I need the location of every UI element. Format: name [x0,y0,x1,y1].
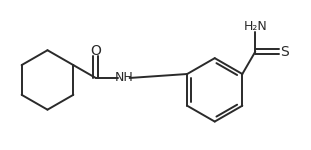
Text: S: S [280,45,289,59]
Text: H₂N: H₂N [244,20,267,33]
Text: O: O [90,44,101,58]
Text: NH: NH [114,71,133,84]
